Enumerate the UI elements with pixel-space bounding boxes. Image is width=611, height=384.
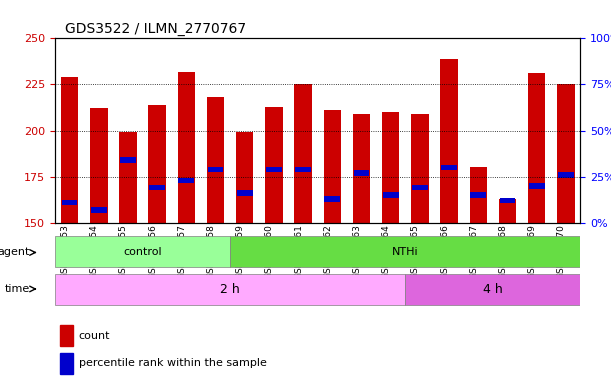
Bar bbox=[236, 132, 254, 223]
Bar bbox=[119, 132, 137, 223]
Bar bbox=[324, 196, 340, 202]
Bar bbox=[499, 199, 516, 223]
Text: NTHi: NTHi bbox=[392, 247, 419, 257]
Bar bbox=[120, 157, 136, 163]
Bar bbox=[62, 200, 78, 205]
Bar bbox=[265, 107, 283, 223]
Bar bbox=[353, 114, 370, 223]
Bar bbox=[266, 167, 282, 172]
Bar bbox=[207, 98, 224, 223]
Bar bbox=[469, 167, 487, 223]
Bar bbox=[178, 177, 194, 183]
Text: 4 h: 4 h bbox=[483, 283, 503, 296]
Text: control: control bbox=[123, 247, 162, 257]
FancyBboxPatch shape bbox=[55, 236, 230, 267]
Bar bbox=[500, 198, 515, 204]
Bar bbox=[90, 108, 108, 223]
Bar bbox=[324, 110, 341, 223]
Bar bbox=[295, 84, 312, 223]
Text: count: count bbox=[79, 331, 110, 341]
Bar bbox=[558, 172, 574, 177]
Text: time: time bbox=[5, 284, 31, 294]
Text: 2 h: 2 h bbox=[221, 283, 240, 296]
Bar bbox=[237, 190, 252, 196]
Bar bbox=[354, 170, 370, 176]
Bar bbox=[60, 353, 73, 374]
Bar bbox=[61, 77, 78, 223]
FancyBboxPatch shape bbox=[230, 236, 580, 267]
Bar bbox=[441, 59, 458, 223]
Bar bbox=[208, 167, 224, 172]
Bar bbox=[149, 185, 165, 190]
Bar bbox=[91, 207, 107, 213]
Bar bbox=[411, 114, 429, 223]
Text: agent: agent bbox=[0, 247, 31, 258]
Text: percentile rank within the sample: percentile rank within the sample bbox=[79, 358, 266, 368]
Bar bbox=[60, 325, 73, 346]
Bar bbox=[470, 192, 486, 198]
Bar bbox=[383, 192, 398, 198]
Bar bbox=[148, 105, 166, 223]
Text: GDS3522 / ILMN_2770767: GDS3522 / ILMN_2770767 bbox=[65, 22, 247, 36]
Bar bbox=[557, 84, 574, 223]
Bar bbox=[295, 167, 311, 172]
Bar bbox=[441, 165, 457, 170]
Bar bbox=[412, 185, 428, 190]
Bar bbox=[528, 73, 546, 223]
FancyBboxPatch shape bbox=[405, 274, 580, 306]
Bar bbox=[382, 112, 400, 223]
Bar bbox=[529, 183, 544, 189]
FancyBboxPatch shape bbox=[55, 274, 405, 306]
Bar bbox=[178, 71, 195, 223]
